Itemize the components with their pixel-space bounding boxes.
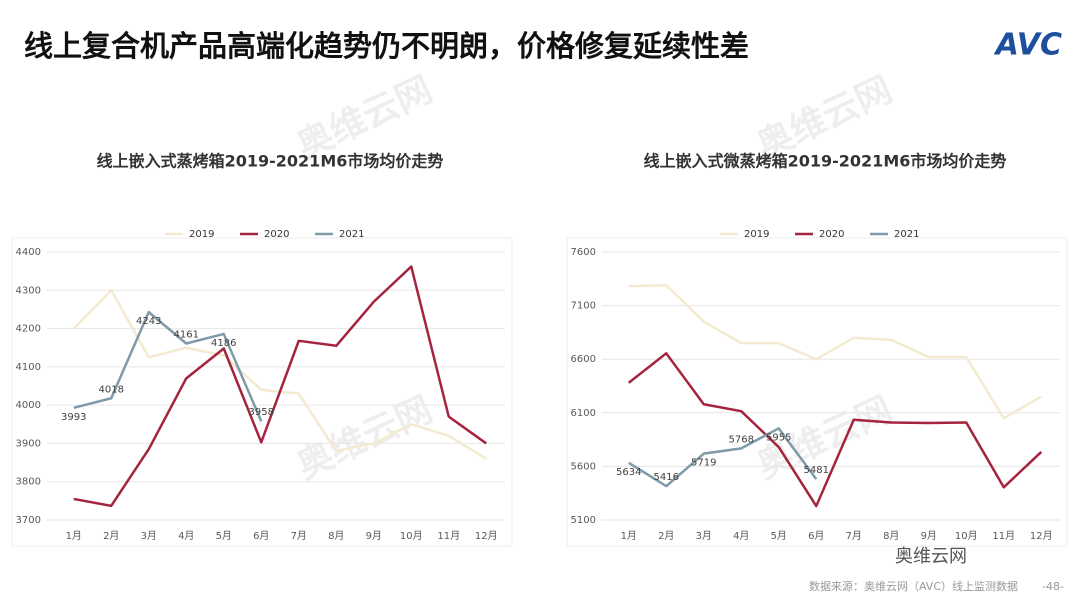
- legend-label: 2020: [819, 229, 844, 240]
- y-tick-label: 6600: [571, 354, 596, 365]
- y-tick-label: 7600: [571, 247, 596, 258]
- series-line: [627, 352, 1043, 508]
- data-label: 5719: [691, 458, 716, 469]
- data-label: 4243: [136, 316, 161, 327]
- data-label: 4161: [174, 330, 199, 341]
- x-tick-label: 2月: [658, 530, 674, 542]
- source-note: 数据来源：奥维云网（AVC）线上监测数据: [809, 579, 1018, 593]
- y-tick-label: 5100: [571, 515, 596, 526]
- x-tick-label: 8月: [328, 530, 344, 542]
- x-tick-label: 3月: [696, 530, 712, 542]
- y-tick-label: 7100: [571, 301, 596, 312]
- logo: AVC: [994, 28, 1062, 63]
- y-tick-label: 4000: [16, 400, 41, 411]
- legend-label: 2021: [339, 229, 364, 240]
- x-tick-label: 11月: [437, 530, 460, 542]
- data-label: 5955: [766, 432, 791, 443]
- y-tick-label: 4400: [16, 247, 41, 258]
- x-tick-label: 9月: [366, 530, 382, 542]
- x-tick-label: 12月: [475, 530, 498, 542]
- chart: 线上嵌入式微蒸烤箱2019-2021M6市场均价走势 5100 5600 6100 66…: [566, 152, 1068, 547]
- wechat-label: 奥维云网: [895, 546, 967, 567]
- y-tick-label: 3900: [16, 438, 41, 449]
- data-label: 5416: [654, 472, 679, 483]
- y-tick-label: 3800: [16, 477, 41, 488]
- x-tick-label: 7月: [846, 530, 862, 542]
- y-tick-label: 6100: [571, 408, 596, 419]
- data-label: 4186: [211, 338, 236, 349]
- x-tick-label: 4月: [178, 530, 194, 542]
- series-line: [73, 310, 263, 422]
- data-label: 5768: [729, 434, 754, 445]
- legend-label: 2020: [264, 229, 289, 240]
- x-tick-label: 8月: [883, 530, 899, 542]
- legend-label: 2019: [189, 229, 214, 240]
- x-tick-label: 5月: [771, 530, 787, 542]
- series-line: [73, 265, 487, 508]
- series-line: [628, 427, 818, 488]
- chart-title: 线上嵌入式微蒸烤箱2019-2021M6市场均价走势: [644, 152, 1007, 171]
- x-tick-label: 2月: [103, 530, 119, 542]
- y-tick-label: 4200: [16, 324, 41, 335]
- x-tick-label: 4月: [733, 530, 749, 542]
- chart-panel: [566, 237, 1068, 547]
- data-label: 3958: [249, 407, 274, 418]
- y-tick-label: 5600: [571, 461, 596, 472]
- charts: 线上嵌入式蒸烤箱2019-2021M6市场均价走势 3700 3800 3900 400…: [11, 152, 1068, 547]
- y-tick-label: 4100: [16, 362, 41, 373]
- page-number: -48-: [1042, 580, 1064, 593]
- chart: 线上嵌入式蒸烤箱2019-2021M6市场均价走势 3700 3800 3900 400…: [11, 152, 513, 547]
- x-tick-label: 12月: [1030, 530, 1053, 542]
- x-tick-label: 6月: [253, 530, 269, 542]
- x-tick-label: 9月: [921, 530, 937, 542]
- data-label: 3993: [61, 412, 86, 423]
- x-tick-label: 7月: [291, 530, 307, 542]
- slide-title: 线上复合机产品高端化趋势仍不明朗，价格修复延续性差: [24, 29, 749, 63]
- x-tick-label: 1月: [66, 530, 82, 542]
- x-tick-label: 10月: [400, 530, 423, 542]
- x-tick-label: 3月: [141, 530, 157, 542]
- x-tick-label: 1月: [621, 530, 637, 542]
- x-tick-label: 11月: [992, 530, 1015, 542]
- legend-label: 2019: [744, 229, 769, 240]
- data-label: 5634: [616, 467, 641, 478]
- y-tick-label: 3700: [16, 515, 41, 526]
- x-tick-label: 10月: [955, 530, 978, 542]
- series-line: [628, 283, 1042, 420]
- data-label: 4018: [99, 384, 124, 395]
- chart-title: 线上嵌入式蒸烤箱2019-2021M6市场均价走势: [97, 152, 444, 171]
- y-tick-label: 4300: [16, 285, 41, 296]
- x-tick-label: 6月: [808, 530, 824, 542]
- legend-label: 2021: [894, 229, 919, 240]
- data-label: 5481: [804, 465, 829, 476]
- x-tick-label: 5月: [216, 530, 232, 542]
- chart-panel: [11, 237, 513, 547]
